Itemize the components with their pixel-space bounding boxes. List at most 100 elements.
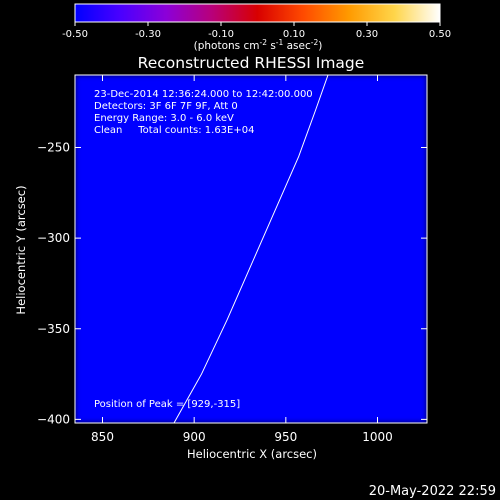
heatmap-cell — [331, 132, 340, 141]
heatmap-cell — [279, 313, 289, 322]
heatmap-cell — [367, 190, 377, 199]
heatmap-cell — [397, 212, 406, 221]
heatmap-cell — [309, 103, 318, 112]
heatmap-cell — [140, 154, 149, 163]
heatmap-cell — [309, 212, 318, 221]
heatmap-cell — [265, 371, 274, 380]
heatmap-cell — [272, 161, 281, 170]
heatmap-cell — [213, 147, 223, 156]
heatmap-cell — [397, 96, 406, 105]
heatmap-cell — [294, 132, 303, 141]
heatmap-cell — [367, 226, 377, 235]
heatmap-cell — [243, 357, 252, 366]
heatmap-cell — [89, 75, 98, 83]
heatmap-cell — [404, 81, 413, 90]
heatmap-cell — [221, 147, 230, 156]
heatmap-cell — [309, 408, 318, 417]
heatmap-cell — [294, 205, 303, 214]
heatmap-cell — [309, 226, 318, 235]
heatmap-cell — [316, 118, 325, 127]
heatmap-cell — [279, 342, 289, 351]
heatmap-cell — [162, 277, 171, 286]
colorbar-tick-label: 0.30 — [356, 29, 378, 40]
heatmap-cell — [257, 364, 267, 373]
heatmap-cell — [360, 81, 369, 90]
heatmap-cell — [257, 168, 267, 177]
heatmap-cell — [184, 96, 193, 105]
heatmap-cell — [404, 197, 413, 206]
heatmap-cell — [177, 342, 186, 351]
heatmap-cell — [235, 415, 245, 423]
heatmap-cell — [382, 96, 391, 105]
heatmap-cell — [345, 132, 355, 141]
heatmap-cell — [250, 292, 259, 301]
heatmap-cell — [331, 400, 340, 409]
heatmap-cell — [360, 147, 369, 156]
heatmap-cell — [169, 161, 179, 170]
heatmap-cell — [177, 371, 186, 380]
heatmap-cell — [287, 364, 296, 373]
heatmap-cell — [375, 132, 384, 141]
heatmap-cell — [191, 299, 201, 308]
heatmap-cell — [301, 328, 311, 337]
heatmap-cell — [125, 284, 135, 293]
heatmap-cell — [81, 154, 91, 163]
heatmap-cell — [411, 415, 421, 423]
heatmap-cell — [206, 205, 215, 214]
heatmap-cell — [213, 299, 223, 308]
heatmap-cell — [367, 299, 377, 308]
heatmap-cell — [199, 75, 208, 83]
heatmap-cell — [125, 197, 135, 206]
heatmap-cell — [228, 248, 237, 257]
heatmap-cell — [213, 183, 223, 192]
heatmap-cell — [243, 89, 252, 98]
heatmap-cell — [287, 190, 296, 199]
heatmap-cell — [382, 81, 391, 90]
heatmap-cell — [140, 241, 149, 250]
heatmap-cell — [389, 277, 399, 286]
heatmap-cell — [221, 197, 230, 206]
heatmap-cell — [111, 118, 120, 127]
heatmap-cell — [331, 364, 340, 373]
heatmap-cell — [367, 415, 377, 423]
heatmap-cell — [323, 270, 333, 279]
heatmap-cell — [397, 132, 406, 141]
heatmap-cell — [323, 364, 333, 373]
heatmap-cell — [199, 328, 208, 337]
heatmap-cell — [140, 205, 149, 214]
heatmap-cell — [89, 408, 98, 417]
heatmap-cell — [162, 147, 171, 156]
heatmap-cell — [96, 393, 105, 402]
heatmap-cell — [345, 277, 355, 286]
heatmap-cell — [103, 139, 113, 148]
heatmap-cell — [111, 197, 120, 206]
heatmap-cell — [345, 299, 355, 308]
heatmap-cell — [169, 364, 179, 373]
heatmap-cell — [272, 234, 281, 243]
heatmap-cell — [323, 248, 333, 257]
heatmap-cell — [279, 234, 289, 243]
heatmap-cell — [272, 306, 281, 315]
heatmap-cell — [367, 386, 377, 395]
heatmap-cell — [89, 118, 98, 127]
heatmap-cell — [331, 190, 340, 199]
heatmap-cell — [389, 350, 399, 359]
heatmap-cell — [81, 168, 91, 177]
heatmap-cell — [345, 154, 355, 163]
heatmap-cell — [279, 350, 289, 359]
heatmap-cell — [81, 96, 91, 105]
heatmap-cell — [147, 212, 157, 221]
heatmap-cell — [257, 132, 267, 141]
heatmap-cell — [397, 125, 406, 134]
heatmap-cell — [404, 234, 413, 243]
heatmap-cell — [404, 379, 413, 388]
heatmap-cell — [382, 118, 391, 127]
heatmap-cell — [250, 154, 259, 163]
heatmap-cell — [316, 371, 325, 380]
heatmap-cell — [250, 234, 259, 243]
heatmap-cell — [96, 386, 105, 395]
heatmap-cell — [287, 89, 296, 98]
chart-title: Reconstructed RHESSI Image — [138, 54, 365, 72]
heatmap-cell — [389, 270, 399, 279]
heatmap-cell — [177, 306, 186, 315]
